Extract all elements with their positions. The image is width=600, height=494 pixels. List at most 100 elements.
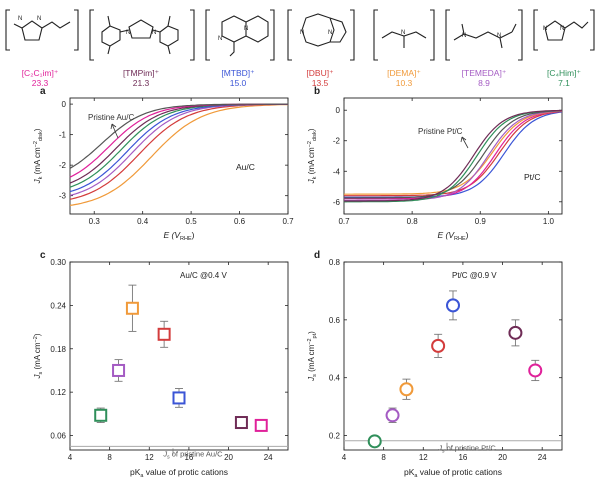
data-point [234, 416, 248, 430]
baseline-label: Js of pristine Au/C [162, 449, 223, 460]
x-tick-label: 12 [419, 453, 428, 462]
baseline-label-rest: of pristine Au/C [170, 449, 224, 458]
structure-c2c1im [5, 9, 79, 51]
y-tick-label: -2 [59, 161, 67, 170]
series-line [69, 103, 288, 169]
x-axis-label: pKa value of protic cations [130, 467, 228, 479]
plot-frame [69, 97, 289, 215]
x-axis-label-rest: value of protic cations [417, 467, 502, 477]
x-tick-label: 0.6 [234, 217, 246, 226]
cation-name-label: [DBU]⁺ [306, 68, 334, 78]
data-point [172, 391, 186, 405]
svg-text:N: N [497, 33, 501, 39]
x-axis-label: E (VRHE) [164, 230, 195, 242]
baseline-label-main: J [162, 449, 167, 458]
svg-text:N: N [560, 26, 564, 32]
x-axis-label-sub: RHE [180, 236, 192, 242]
y-axis-label: Jk (mA cm−2disk) [307, 128, 318, 184]
cation-pka-label: 13.5 [312, 78, 329, 88]
data-point [508, 325, 523, 340]
y-tick-label: 0.6 [329, 316, 341, 325]
svg-text:N: N [37, 16, 41, 22]
cation-name-label: [C₂C₁im]⁺ [22, 68, 59, 78]
plot-frame [343, 97, 563, 215]
cation-structures-row [5, 9, 595, 61]
y-tick-label: 0.24 [50, 301, 66, 310]
series-line [344, 110, 563, 199]
x-axis-label-end: ) [192, 230, 195, 240]
x-tick-label: 16 [184, 453, 193, 462]
y-axis-label: Jk (mA cm−2disk) [33, 128, 44, 184]
data-point [112, 363, 126, 377]
panel-a: 0.3 0.4 0.5 0.6 0.7 -3 -2 -1 0 a Pristine Au/C Au/C… [33, 86, 294, 242]
catalyst-label: Au/C [236, 162, 255, 172]
cation-pka-label: 21.3 [133, 78, 150, 88]
cation-pka-label: 23.3 [32, 78, 49, 88]
series-line [344, 110, 563, 200]
x-tick-label: 4 [68, 453, 73, 462]
data-point [254, 418, 268, 432]
cation-label-row: [C₂C₁im]⁺23.3 [TMPim]⁺21.3 [MTBD]⁺15.0 [DBU… [22, 68, 582, 88]
structure-dbu [287, 9, 355, 61]
y-axis-label-sub: s [38, 372, 44, 375]
svg-text:N: N [218, 36, 222, 42]
y-axis-label-sup: −2 [33, 141, 39, 147]
condition-label: Pt/C @0.9 V [452, 271, 497, 280]
x-axis-label-sub: a [140, 473, 144, 479]
y-axis-label-main: J [33, 178, 42, 184]
x-axis-label-main: E (V [164, 230, 182, 240]
data-point [528, 363, 543, 378]
cation-name-label: [DEMA]⁺ [387, 68, 421, 78]
baseline-label-sub: s [442, 449, 445, 455]
y-tick-label: 0.06 [50, 432, 66, 441]
x-tick-label: 20 [498, 453, 507, 462]
data-point [431, 338, 446, 353]
y-axis-label-main: J [33, 374, 42, 380]
series-line [344, 110, 563, 201]
annotation-arrowhead [110, 123, 117, 130]
y-axis-label-sub: k [312, 176, 318, 179]
x-axis-label-main: pK [404, 467, 415, 477]
x-tick-label: 0.8 [407, 217, 419, 226]
y-tick-label: 0.8 [329, 258, 341, 267]
panel-b: 0.7 0.8 0.9 1.0 -6 -4 -2 0 b Pristine Pt/C Pt/C E (… [307, 86, 563, 242]
x-tick-label: 4 [342, 453, 347, 462]
y-axis-label-unit: (mA cm [307, 147, 316, 177]
svg-text:N: N [18, 16, 22, 22]
y-tick-label: 0.2 [329, 432, 341, 441]
cation-pka-label: 7.1 [558, 78, 570, 88]
cation-name-label: [TMPim]⁺ [123, 68, 160, 78]
x-tick-label: 8 [381, 453, 386, 462]
x-tick-label: 20 [224, 453, 233, 462]
svg-text:N: N [462, 33, 466, 39]
panel-c: 4 8 12 16 20 24 0.06 0.12 0.18 0.24 0.30 c Js of pri… [33, 250, 289, 479]
y-axis-label-end: ) [33, 128, 42, 131]
x-axis-label-main: E (V [438, 230, 456, 240]
y-axis-label-unit: (mA cm [33, 147, 42, 177]
baseline-label-rest: of pristine Pt/C [444, 444, 496, 453]
panel-letter: a [40, 86, 46, 97]
x-axis-label-rest: value of protic cations [143, 467, 228, 477]
annotation-arrowhead [460, 136, 467, 143]
baseline-label: Js of pristine Pt/C [437, 444, 496, 455]
panel-letter: b [314, 86, 320, 97]
data-point [399, 382, 414, 397]
y-tick-label: 0 [62, 100, 67, 109]
plot-frame [69, 261, 289, 451]
svg-text:N: N [152, 30, 156, 36]
y-axis-label: Js (mA cm−2) [33, 333, 44, 379]
y-tick-label: 0.4 [329, 374, 341, 383]
y-tick-label: -2 [333, 137, 341, 146]
cation-name-label: [C₄Him]⁺ [547, 68, 581, 78]
baseline-label-sub: s [167, 454, 170, 460]
cation-name-label: [MTBD]⁺ [221, 68, 255, 78]
y-axis-label-sub: k [38, 176, 44, 179]
structure-c4him [533, 9, 595, 51]
svg-text:N: N [244, 26, 248, 32]
y-axis-label-main: J [307, 376, 316, 382]
y-axis-label-unit: (mA cm [307, 344, 316, 374]
data-point [94, 408, 108, 422]
y-tick-label: -1 [59, 131, 67, 140]
svg-text:N: N [328, 30, 332, 36]
y-axis-label-sub2: pt [312, 333, 318, 338]
